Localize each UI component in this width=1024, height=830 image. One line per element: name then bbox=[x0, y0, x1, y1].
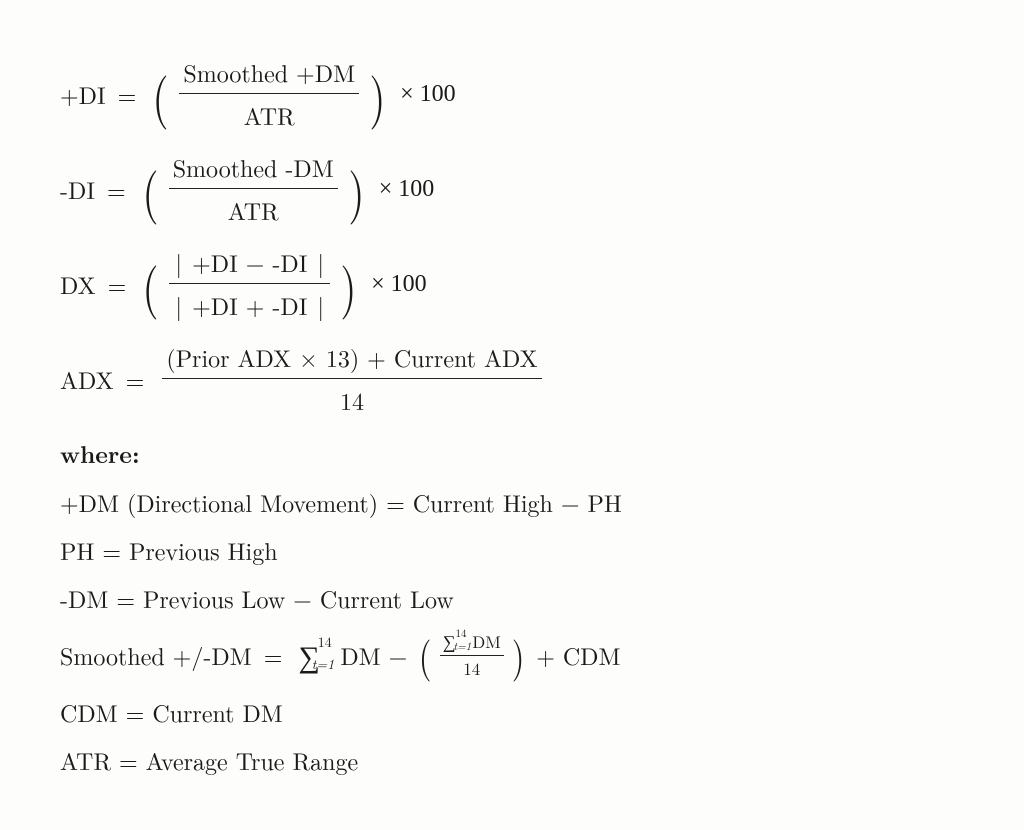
abs-bar: | bbox=[315, 245, 326, 279]
equation-minus-di: -DI = ( Smoothed -DM ATR ) × 100 bbox=[60, 147, 964, 230]
equals-sign: = bbox=[108, 266, 127, 302]
eq4-denominator: 14 bbox=[336, 380, 368, 420]
eq2-fraction: Smoothed -DM ATR bbox=[169, 147, 338, 230]
eq1-fraction-group: ( Smoothed +DM ATR ) bbox=[148, 52, 390, 135]
small-fraction: ∑ 14 t=1 DM 14 bbox=[440, 628, 504, 682]
small-denominator: 14 bbox=[460, 656, 483, 682]
eq3-numerator: | +DI − -DI | bbox=[169, 242, 330, 282]
eq4-numerator: (Prior ADX × 13) + Current ADX bbox=[162, 337, 541, 377]
eq2-lhs: -DI bbox=[60, 171, 95, 207]
eq2-numerator: Smoothed -DM bbox=[169, 147, 338, 187]
right-paren: ) bbox=[368, 67, 388, 121]
equation-adx: ADX = (Prior ADX × 13) + Current ADX 14 bbox=[60, 337, 964, 420]
equals-sign: = bbox=[118, 76, 137, 112]
definition-cdm: CDM = Current DM bbox=[60, 694, 964, 730]
smoothed-lhs: Smoothed +/-DM bbox=[60, 637, 252, 673]
left-paren: ( bbox=[418, 634, 434, 676]
eq3-num-inner: +DI − -DI bbox=[192, 245, 307, 279]
minus-sign: − bbox=[389, 637, 408, 673]
sum-lower: t=1 bbox=[312, 654, 335, 675]
eq1-numerator: Smoothed +DM bbox=[179, 52, 359, 92]
equation-dx: DX = ( | +DI − -DI | | +DI + -DI | ) × 1… bbox=[60, 242, 964, 325]
fraction-bar bbox=[179, 93, 359, 94]
eq1-fraction: Smoothed +DM ATR bbox=[179, 52, 359, 135]
eq3-fraction: | +DI − -DI | | +DI + -DI | bbox=[169, 242, 330, 325]
eq1-denominator: ATR bbox=[240, 95, 299, 135]
abs-bar: | bbox=[315, 288, 326, 322]
equation-plus-di: +DI = ( Smoothed +DM ATR ) × 100 bbox=[60, 52, 964, 135]
small-sum-lower: t=1 bbox=[454, 639, 472, 656]
eq2-fraction-group: ( Smoothed -DM ATR ) bbox=[138, 147, 369, 230]
eq1-times-100: × 100 bbox=[400, 76, 456, 112]
right-paren: ) bbox=[339, 257, 359, 311]
sum-body: DM bbox=[340, 637, 380, 673]
definition-smoothed-dm: Smoothed +/-DM = ∑ 14 t=1 DM − ( ∑ 14 t=… bbox=[60, 628, 964, 682]
eq3-fraction-group: ( | +DI − -DI | | +DI + -DI | ) bbox=[138, 242, 361, 325]
equals-sign: = bbox=[126, 361, 145, 397]
eq1-lhs: +DI bbox=[60, 76, 106, 112]
eq3-denominator: | +DI + -DI | bbox=[169, 285, 330, 325]
eq2-denominator: ATR bbox=[224, 190, 283, 230]
left-paren: ( bbox=[140, 162, 160, 216]
definition-plus-dm: +DM (Directional Movement) = Current Hig… bbox=[60, 484, 964, 520]
definition-atr: ATR = Average True Range bbox=[60, 742, 964, 778]
eq3-times-100: × 100 bbox=[371, 266, 427, 302]
abs-bar: | bbox=[173, 245, 184, 279]
eq4-fraction: (Prior ADX × 13) + Current ADX 14 bbox=[162, 337, 541, 420]
eq3-den-inner: +DI + -DI bbox=[192, 288, 307, 322]
sum-upper: 14 bbox=[318, 632, 332, 653]
right-paren: ) bbox=[510, 634, 526, 676]
definition-minus-dm: -DM = Previous Low − Current Low bbox=[60, 580, 964, 616]
left-paren: ( bbox=[151, 67, 171, 121]
abs-bar: | bbox=[173, 288, 184, 322]
fraction-bar bbox=[169, 283, 330, 284]
eq3-lhs: DX bbox=[60, 266, 96, 302]
plus-cdm: + CDM bbox=[536, 637, 620, 673]
where-heading: where: bbox=[60, 436, 964, 472]
eq4-lhs: ADX bbox=[60, 361, 114, 397]
left-paren: ( bbox=[141, 257, 161, 311]
sum-block: ∑ 14 t=1 bbox=[298, 640, 336, 670]
equals-sign: = bbox=[264, 637, 283, 673]
eq2-times-100: × 100 bbox=[379, 171, 435, 207]
definition-ph: PH = Previous High bbox=[60, 532, 964, 568]
fraction-bar bbox=[169, 188, 338, 189]
small-sum-body: DM bbox=[472, 629, 501, 655]
right-paren: ) bbox=[346, 162, 366, 216]
fraction-bar bbox=[162, 378, 541, 379]
small-numerator: ∑ 14 t=1 DM bbox=[440, 628, 504, 655]
small-paren-frac: ( ∑ 14 t=1 DM 14 ) bbox=[415, 628, 528, 682]
equals-sign: = bbox=[107, 171, 126, 207]
